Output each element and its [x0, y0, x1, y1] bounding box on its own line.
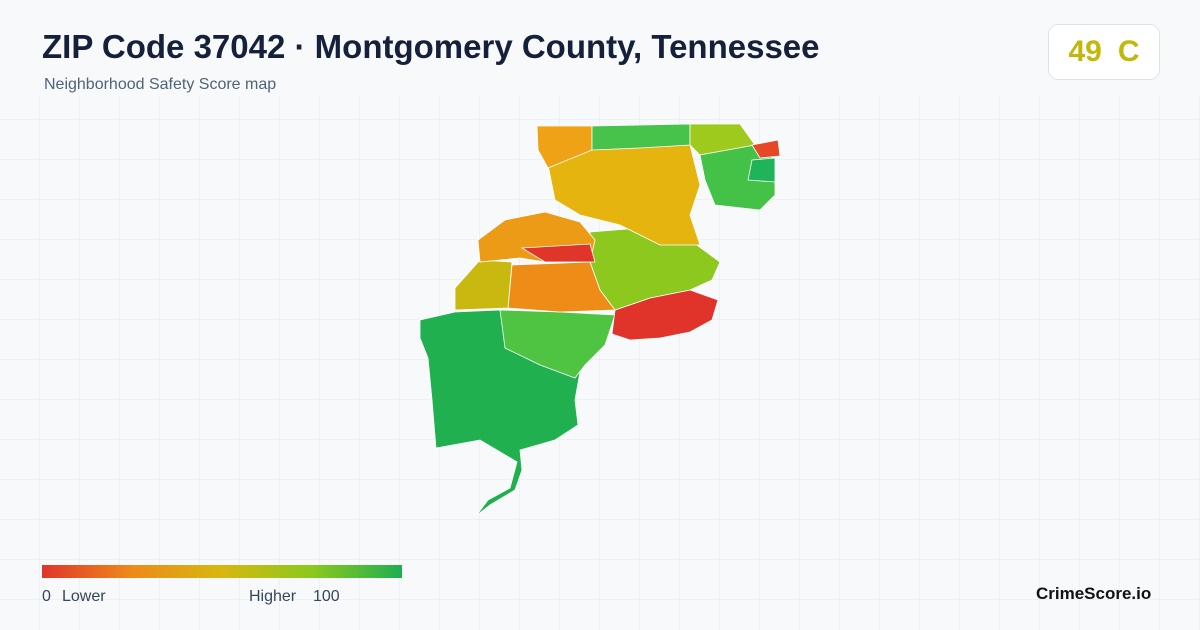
title: ZIP Code 37042 · Montgomery County, Tenn…: [42, 28, 820, 65]
score-grade: C: [1117, 35, 1140, 68]
legend-gradient: [42, 565, 402, 578]
brand: CrimeScore.io: [1036, 584, 1152, 603]
legend-min: 0: [42, 588, 51, 605]
legend-max-label: Higher: [249, 588, 297, 605]
legend-max: 100: [313, 588, 340, 605]
score-value: 49: [1068, 35, 1102, 68]
legend-min-label: Lower: [62, 588, 106, 605]
subtitle: Neighborhood Safety Score map: [44, 76, 277, 93]
score-badge: 49 C: [1048, 24, 1160, 80]
